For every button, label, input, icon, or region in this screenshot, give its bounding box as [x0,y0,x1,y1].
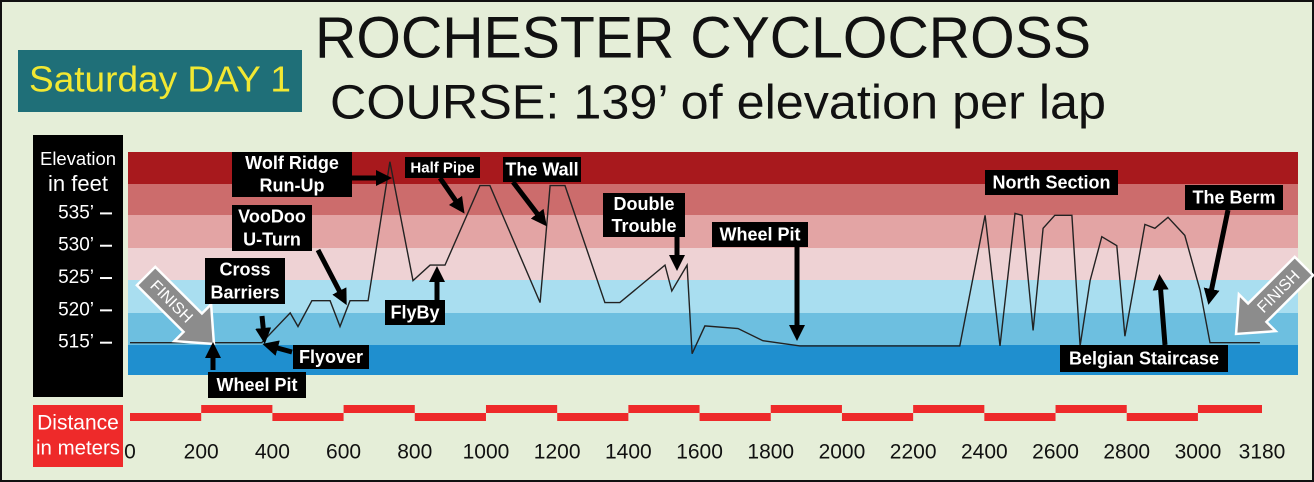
elevation-line [130,161,1260,354]
x-tick-label: 600 [326,441,361,464]
distance-stripe [272,413,344,421]
x-tick-label: 3180 [1239,441,1286,464]
x-tick-label: 1800 [747,441,794,464]
distance-stripe [130,413,202,421]
x-tick-label: 200 [184,441,219,464]
annotation-arrow [262,340,293,356]
chart-title: ROCHESTER CYCLOCROSS [315,5,1091,70]
annotation-box [1185,185,1283,210]
annotation-label: Wheel Pit [719,224,800,244]
x-tick-label: 400 [255,441,290,464]
distance-stripe [1126,413,1198,421]
annotation-label: Half Pipe [410,159,474,176]
annotation-label: Cross [219,259,270,279]
x-axis-label: in meters [36,437,120,459]
x-tick-label: 1200 [534,441,581,464]
x-tick-label: 3000 [1175,441,1222,464]
distance-stripe [1055,405,1127,413]
distance-stripe [485,405,558,413]
y-axis-box [33,135,123,397]
distance-stripe [557,413,629,421]
annotation-label: Wolf Ridge [245,153,339,173]
distance-stripe [699,413,771,421]
band [128,280,1298,313]
y-tick-label: 520’ [58,299,94,320]
distance-stripe [1197,405,1262,413]
y-axis-label: Elevation [40,149,116,169]
x-tick-label: 2600 [1032,441,1079,464]
distance-stripe [414,413,486,421]
distance-stripe [628,405,700,413]
distance-stripe [841,413,914,421]
annotation-box [503,157,581,182]
finish-arrow-shape [1234,255,1314,336]
annotation-label: Wheel Pit [216,375,297,395]
x-axis-box [33,405,123,467]
annotation-label: Belgian Staircase [1069,348,1219,368]
band [128,313,1298,345]
annotation-box [232,152,352,197]
annotation-label: Trouble [611,216,676,236]
annotation-label: North Section [992,172,1110,192]
annotation-label: The Wall [505,159,578,179]
annotation-label: FlyBy [390,302,439,322]
finish-arrow-shape [135,265,216,346]
annotation-arrow [1203,209,1231,305]
annotation-box [603,193,685,237]
y-tick-label: 525’ [58,267,94,288]
x-tick-label: 2400 [961,441,1008,464]
annotation-label: Run-Up [260,176,325,196]
annotation-label: Flyover [299,347,363,367]
annotation-box [405,157,480,178]
distance-stripe [770,405,842,413]
badge-box [18,50,302,112]
annotation-label: Barriers [210,282,279,302]
annotation-box [712,222,808,247]
annotation-box [985,170,1118,195]
x-axis-label: Distance [37,412,119,435]
annotation-box [232,205,312,251]
distance-stripe [201,405,273,413]
x-tick-label: 2800 [1103,441,1150,464]
x-tick-label: 2200 [890,441,937,464]
y-tick-label: 515’ [58,332,94,353]
x-tick-label: 1600 [676,441,723,464]
badge: Saturday DAY 1 [29,59,291,100]
annotation-box [293,345,369,369]
x-tick-label: 1000 [463,441,510,464]
annotation-box [208,372,306,398]
annotation-label: Double [614,194,675,214]
x-tick-label: 1400 [605,441,652,464]
annotation-arrow [315,248,347,306]
annotation-box [205,258,285,304]
chart-subtitle: COURSE: 139’ of elevation per lap [330,77,1106,130]
y-axis-label: in feet [48,171,108,196]
y-tick-label: 535’ [58,202,94,223]
distance-stripe [913,405,985,413]
annotation-arrow [1152,274,1169,346]
annotation-arrow [255,315,272,344]
annotation-arrow [511,180,547,227]
annotation-arrow [437,176,465,214]
band [128,248,1298,280]
annotation-label: The Berm [1192,187,1275,207]
annotation-box [385,300,445,325]
x-tick-label: 800 [397,441,432,464]
annotation-label: VooDoo [238,206,306,226]
distance-stripe [343,405,415,413]
y-tick-label: 530’ [58,235,94,256]
annotation-box [1060,345,1228,372]
annotation-label: U-Turn [243,229,301,249]
x-tick-label: 0 [124,441,136,464]
distance-stripe [984,413,1056,421]
x-tick-label: 2000 [819,441,866,464]
